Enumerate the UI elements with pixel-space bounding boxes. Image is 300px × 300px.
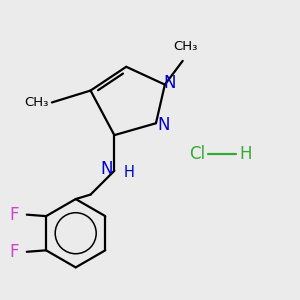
- Text: CH₃: CH₃: [25, 96, 49, 109]
- Text: Cl: Cl: [189, 146, 205, 164]
- Text: CH₃: CH₃: [173, 40, 198, 53]
- Text: H: H: [239, 146, 252, 164]
- Text: N: N: [100, 160, 113, 178]
- Text: F: F: [9, 206, 19, 224]
- Text: N: N: [163, 74, 176, 92]
- Text: H: H: [124, 165, 135, 180]
- Text: F: F: [9, 243, 19, 261]
- Text: N: N: [157, 116, 170, 134]
